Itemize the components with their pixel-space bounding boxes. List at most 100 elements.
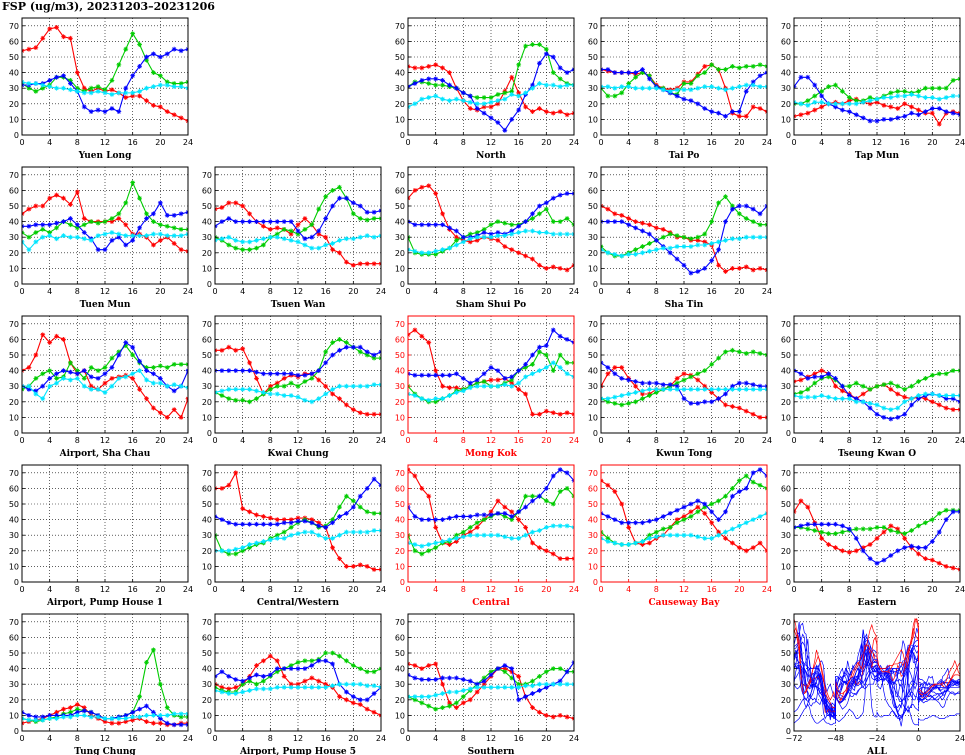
- data-point: [750, 104, 756, 110]
- data-point: [833, 376, 838, 381]
- data-point: [846, 526, 852, 532]
- data-point: [557, 681, 563, 687]
- data-point: [219, 684, 225, 690]
- data-point: [288, 681, 294, 687]
- x-tick-label: 12: [293, 436, 303, 445]
- data-point: [481, 230, 487, 235]
- data-point: [543, 525, 549, 530]
- data-point: [853, 535, 859, 541]
- data-point: [647, 532, 652, 538]
- data-point: [295, 228, 301, 234]
- data-point: [667, 386, 673, 392]
- data-point: [247, 678, 252, 684]
- data-point: [619, 542, 625, 547]
- data-point: [495, 368, 501, 373]
- data-point: [47, 78, 53, 83]
- data-point: [709, 219, 715, 224]
- x-tick-label: 4: [626, 436, 631, 445]
- data-point: [523, 374, 528, 380]
- data-point: [750, 411, 756, 417]
- data-point: [826, 101, 831, 107]
- y-tick-label: 10: [9, 562, 19, 571]
- data-point: [936, 85, 942, 91]
- data-point: [695, 509, 701, 515]
- data-point: [274, 532, 280, 538]
- data-point: [371, 209, 377, 215]
- x-tick-label: 8: [847, 436, 852, 445]
- data-point: [412, 514, 418, 519]
- data-point: [254, 686, 259, 692]
- y-tick-label: 20: [588, 249, 598, 258]
- x-tick-label: 0: [405, 436, 410, 445]
- data-point: [412, 65, 418, 71]
- x-tick-label: 4: [819, 138, 824, 147]
- data-point: [543, 352, 549, 358]
- data-point: [295, 681, 301, 687]
- data-point: [350, 200, 356, 206]
- data-point: [33, 230, 39, 235]
- data-point: [47, 195, 53, 201]
- data-point: [130, 90, 136, 96]
- data-point: [557, 678, 563, 684]
- data-point: [543, 230, 549, 235]
- data-point: [564, 470, 570, 476]
- data-point: [274, 380, 280, 386]
- y-tick-label: 50: [395, 500, 405, 509]
- data-point: [516, 230, 522, 235]
- data-point: [867, 400, 873, 406]
- data-point: [247, 509, 252, 515]
- data-point: [350, 564, 356, 569]
- y-tick-label: 60: [202, 335, 212, 344]
- y-tick-label: 0: [400, 429, 405, 438]
- data-point: [157, 720, 163, 726]
- data-point: [281, 517, 287, 522]
- data-point: [309, 520, 315, 526]
- data-point: [502, 233, 508, 239]
- data-point: [805, 526, 811, 532]
- data-point: [612, 365, 618, 370]
- data-point: [812, 374, 818, 380]
- data-point: [295, 383, 301, 389]
- data-point: [440, 517, 445, 522]
- data-point: [440, 396, 445, 402]
- data-point: [736, 386, 742, 392]
- data-point: [261, 686, 266, 692]
- y-tick-label: 70: [588, 469, 598, 478]
- data-point: [88, 709, 94, 715]
- data-point: [537, 81, 542, 86]
- data-point: [447, 700, 452, 706]
- data-point: [488, 512, 494, 518]
- data-point: [467, 686, 473, 692]
- data-point: [26, 713, 32, 718]
- data-point: [640, 539, 645, 544]
- data-point: [460, 534, 466, 540]
- y-tick-label: 10: [588, 562, 598, 571]
- data-point: [923, 391, 928, 397]
- data-point: [274, 517, 280, 522]
- data-point: [516, 62, 522, 68]
- data-point: [33, 388, 39, 394]
- data-point: [309, 658, 315, 664]
- data-point: [157, 681, 163, 687]
- data-point: [481, 110, 487, 116]
- data-point: [633, 379, 638, 384]
- data-point: [943, 396, 949, 402]
- data-point: [557, 666, 563, 671]
- y-tick-label: 20: [395, 547, 405, 556]
- data-point: [537, 368, 542, 373]
- data-point: [350, 211, 356, 217]
- x-tick-label: 0: [212, 585, 217, 594]
- data-point: [164, 212, 170, 218]
- data-point: [330, 683, 335, 689]
- data-point: [474, 380, 480, 386]
- y-tick-label: 60: [588, 37, 598, 46]
- data-point: [81, 216, 87, 221]
- data-point: [261, 371, 266, 377]
- data-point: [605, 84, 611, 90]
- data-point: [233, 368, 239, 373]
- x-tick-label: 20: [927, 585, 937, 594]
- y-tick-label: 30: [395, 531, 405, 540]
- data-point: [660, 526, 666, 532]
- data-point: [681, 244, 687, 249]
